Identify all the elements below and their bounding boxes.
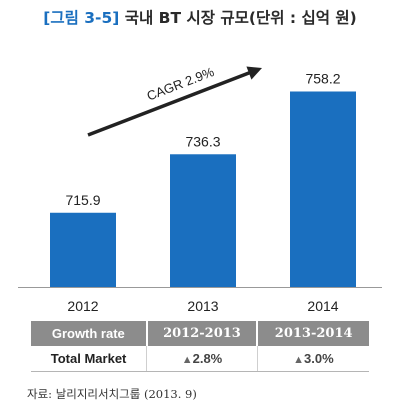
- cagr-arrow-shaft: [87, 68, 257, 137]
- data-label-2013: 736.3: [185, 133, 220, 149]
- growth-value: 2.8%: [192, 351, 223, 366]
- triangle-up-icon: ▲: [181, 354, 193, 366]
- row-label-total-market: Total Market: [31, 346, 147, 372]
- arrow-head-icon: [246, 66, 262, 80]
- header-2013-2014: 2013-2014: [256, 321, 369, 346]
- x-tick-2014: 2014: [307, 298, 338, 314]
- header-growth-rate: Growth rate: [31, 321, 147, 346]
- data-label-2014: 758.2: [305, 70, 340, 86]
- source-note: 자료: 날리지리서치그룹 (2013. 9): [27, 387, 197, 401]
- header-2012-2013: 2012-2013: [145, 321, 258, 346]
- bar-chart: 715.9 736.3 758.2 2012 2013 2014 CAGR 2.9%: [18, 64, 382, 314]
- triangle-up-icon: ▲: [293, 354, 305, 366]
- cagr-arrow: CAGR 2.9%: [87, 64, 262, 137]
- bar-2013: [170, 154, 236, 287]
- chart-title: [그림 3-5] 국내 BT 시장 규모(단위 : 십억 원): [0, 6, 400, 28]
- bar-2014: [290, 91, 356, 287]
- data-label-2012: 715.9: [65, 192, 100, 208]
- bar-2012: [50, 212, 116, 287]
- figure-tag: [그림 3-5]: [43, 9, 120, 27]
- growth-2012-2013-cell: ▲2.8%: [146, 346, 258, 372]
- table-row: Total Market ▲2.8% ▲3.0%: [31, 346, 369, 372]
- title-text: 국내 BT 시장 규모(단위 : 십억 원): [124, 9, 357, 27]
- growth-value: 3.0%: [304, 351, 334, 366]
- growth-2013-2014-cell: ▲3.0%: [256, 346, 369, 372]
- growth-table: Growth rate 2012-2013 2013-2014 Total Ma…: [31, 321, 369, 372]
- x-tick-2013: 2013: [187, 298, 218, 314]
- table-header-row: Growth rate 2012-2013 2013-2014: [31, 321, 369, 346]
- x-tick-2012: 2012: [67, 298, 98, 314]
